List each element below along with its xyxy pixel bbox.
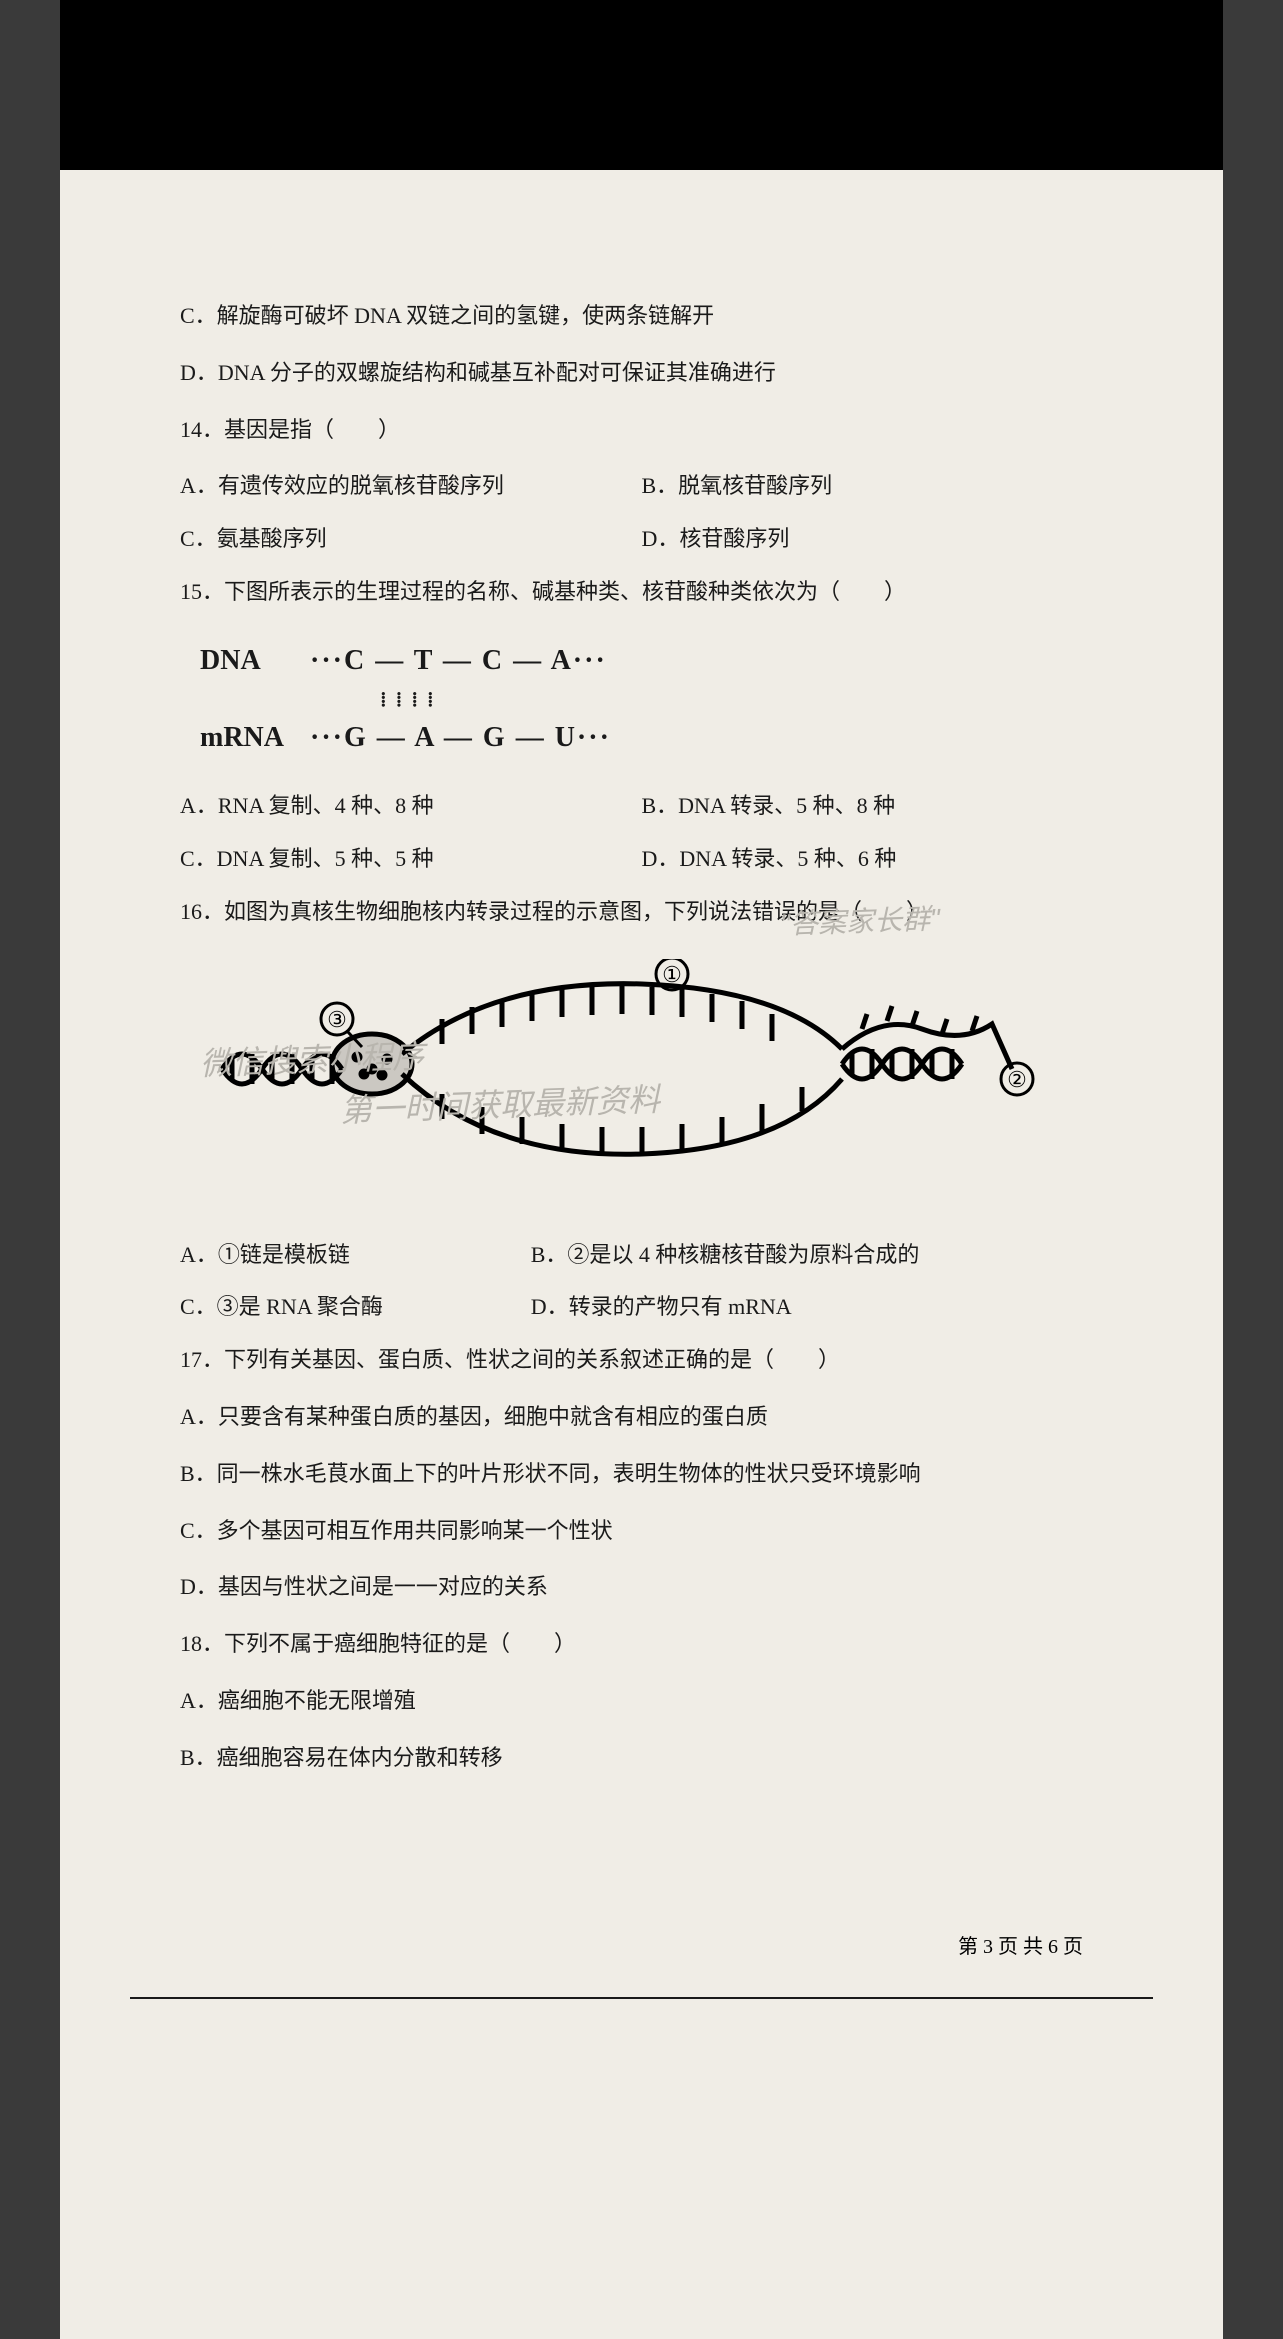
q15-diagram-bottom: mRNA ···G — A — G — U··· [200,716,1103,761]
q16-diagram: ① ② ③ [80,959,1103,1199]
q14-option-a: A．有遗传效应的脱氧核苷酸序列 [180,460,642,513]
q18-stem: 18．下列不属于癌细胞特征的是（ ） [180,1618,1103,1671]
bottom-rule [130,1997,1153,1999]
q18-option-a: A．癌细胞不能无限增殖 [180,1675,1103,1728]
q15-diagram: DNA ···C — T — C — A··· ⁞ ⁞ ⁞ ⁞ mRNA ···… [200,639,1103,761]
q15-diagram-dots: ⁞ ⁞ ⁞ ⁞ [200,684,1103,716]
q15-option-c: C．DNA 复制、5 种、5 种 [180,833,642,886]
q16-option-a: A．①链是模板链 [180,1229,531,1282]
q15-dna-label: DNA [200,639,310,684]
q18-option-b: B．癌细胞容易在体内分散和转移 [180,1732,1103,1785]
page-wrapper: 微信搜索小程序 第一时间获取最新资料 "答案家长群" C．解旋酶可破坏 DNA … [60,0,1223,2339]
q15-option-a: A．RNA 复制、4 种、8 种 [180,780,642,833]
q17-option-c: C．多个基因可相互作用共同影响某一个性状 [180,1505,1103,1558]
q15-option-b: B．DNA 转录、5 种、8 种 [642,780,1104,833]
q15-mrna-seq: ···G — A — G — U··· [310,716,611,761]
q14-stem: 14．基因是指（ ） [180,404,1103,457]
q14-row-cd: C．氨基酸序列 D．核苷酸序列 [180,513,1103,566]
q17-stem: 17．下列有关基因、蛋白质、性状之间的关系叙述正确的是（ ） [180,1334,1103,1387]
q14-option-d: D．核苷酸序列 [642,513,1104,566]
q16-stem: 16．如图为真核生物细胞核内转录过程的示意图，下列说法错误的是（ ） [180,886,1103,939]
q17-option-b: B．同一株水毛茛水面上下的叶片形状不同，表明生物体的性状只受环境影响 [180,1448,1103,1501]
q16-row-ab: A．①链是模板链 B．②是以 4 种核糖核苷酸为原料合成的 [180,1229,1103,1282]
q14-option-c: C．氨基酸序列 [180,513,642,566]
label-2: ② [1007,1067,1027,1092]
label-1: ① [662,962,682,987]
q15-option-d: D．DNA 转录、5 种、6 种 [642,833,1104,886]
q14-row-ab: A．有遗传效应的脱氧核苷酸序列 B．脱氧核苷酸序列 [180,460,1103,513]
q13-option-c: C．解旋酶可破坏 DNA 双链之间的氢键，使两条链解开 [180,290,1103,343]
q14-option-b: B．脱氧核苷酸序列 [642,460,1104,513]
q17-option-d: D．基因与性状之间是一一对应的关系 [180,1561,1103,1614]
q15-diagram-top: DNA ···C — T — C — A··· [200,639,1103,684]
q15-row-ab: A．RNA 复制、4 种、8 种 B．DNA 转录、5 种、8 种 [180,780,1103,833]
q15-row-cd: C．DNA 复制、5 种、5 种 D．DNA 转录、5 种、6 种 [180,833,1103,886]
q17-option-a: A．只要含有某种蛋白质的基因，细胞中就含有相应的蛋白质 [180,1391,1103,1444]
q15-mrna-label: mRNA [200,716,310,761]
content-area: C．解旋酶可破坏 DNA 双链之间的氢键，使两条链解开 D．DNA 分子的双螺旋… [60,170,1223,1829]
top-black-bar [60,0,1223,170]
label-3: ③ [327,1007,347,1032]
q16-option-d: D．转录的产物只有 mRNA [531,1281,1103,1334]
q13-option-d: D．DNA 分子的双螺旋结构和碱基互补配对可保证其准确进行 [180,347,1103,400]
page-footer: 第 3 页 共 6 页 [958,1930,1083,1959]
q16-option-c: C．③是 RNA 聚合酶 [180,1281,531,1334]
q16-row-cd: C．③是 RNA 聚合酶 D．转录的产物只有 mRNA [180,1281,1103,1334]
transcription-diagram-svg: ① ② ③ [142,959,1042,1179]
q15-dna-seq: ···C — T — C — A··· [310,639,607,684]
q16-option-b: B．②是以 4 种核糖核苷酸为原料合成的 [531,1229,1103,1282]
q15-stem: 15．下图所表示的生理过程的名称、碱基种类、核苷酸种类依次为（ ） [180,566,1103,619]
